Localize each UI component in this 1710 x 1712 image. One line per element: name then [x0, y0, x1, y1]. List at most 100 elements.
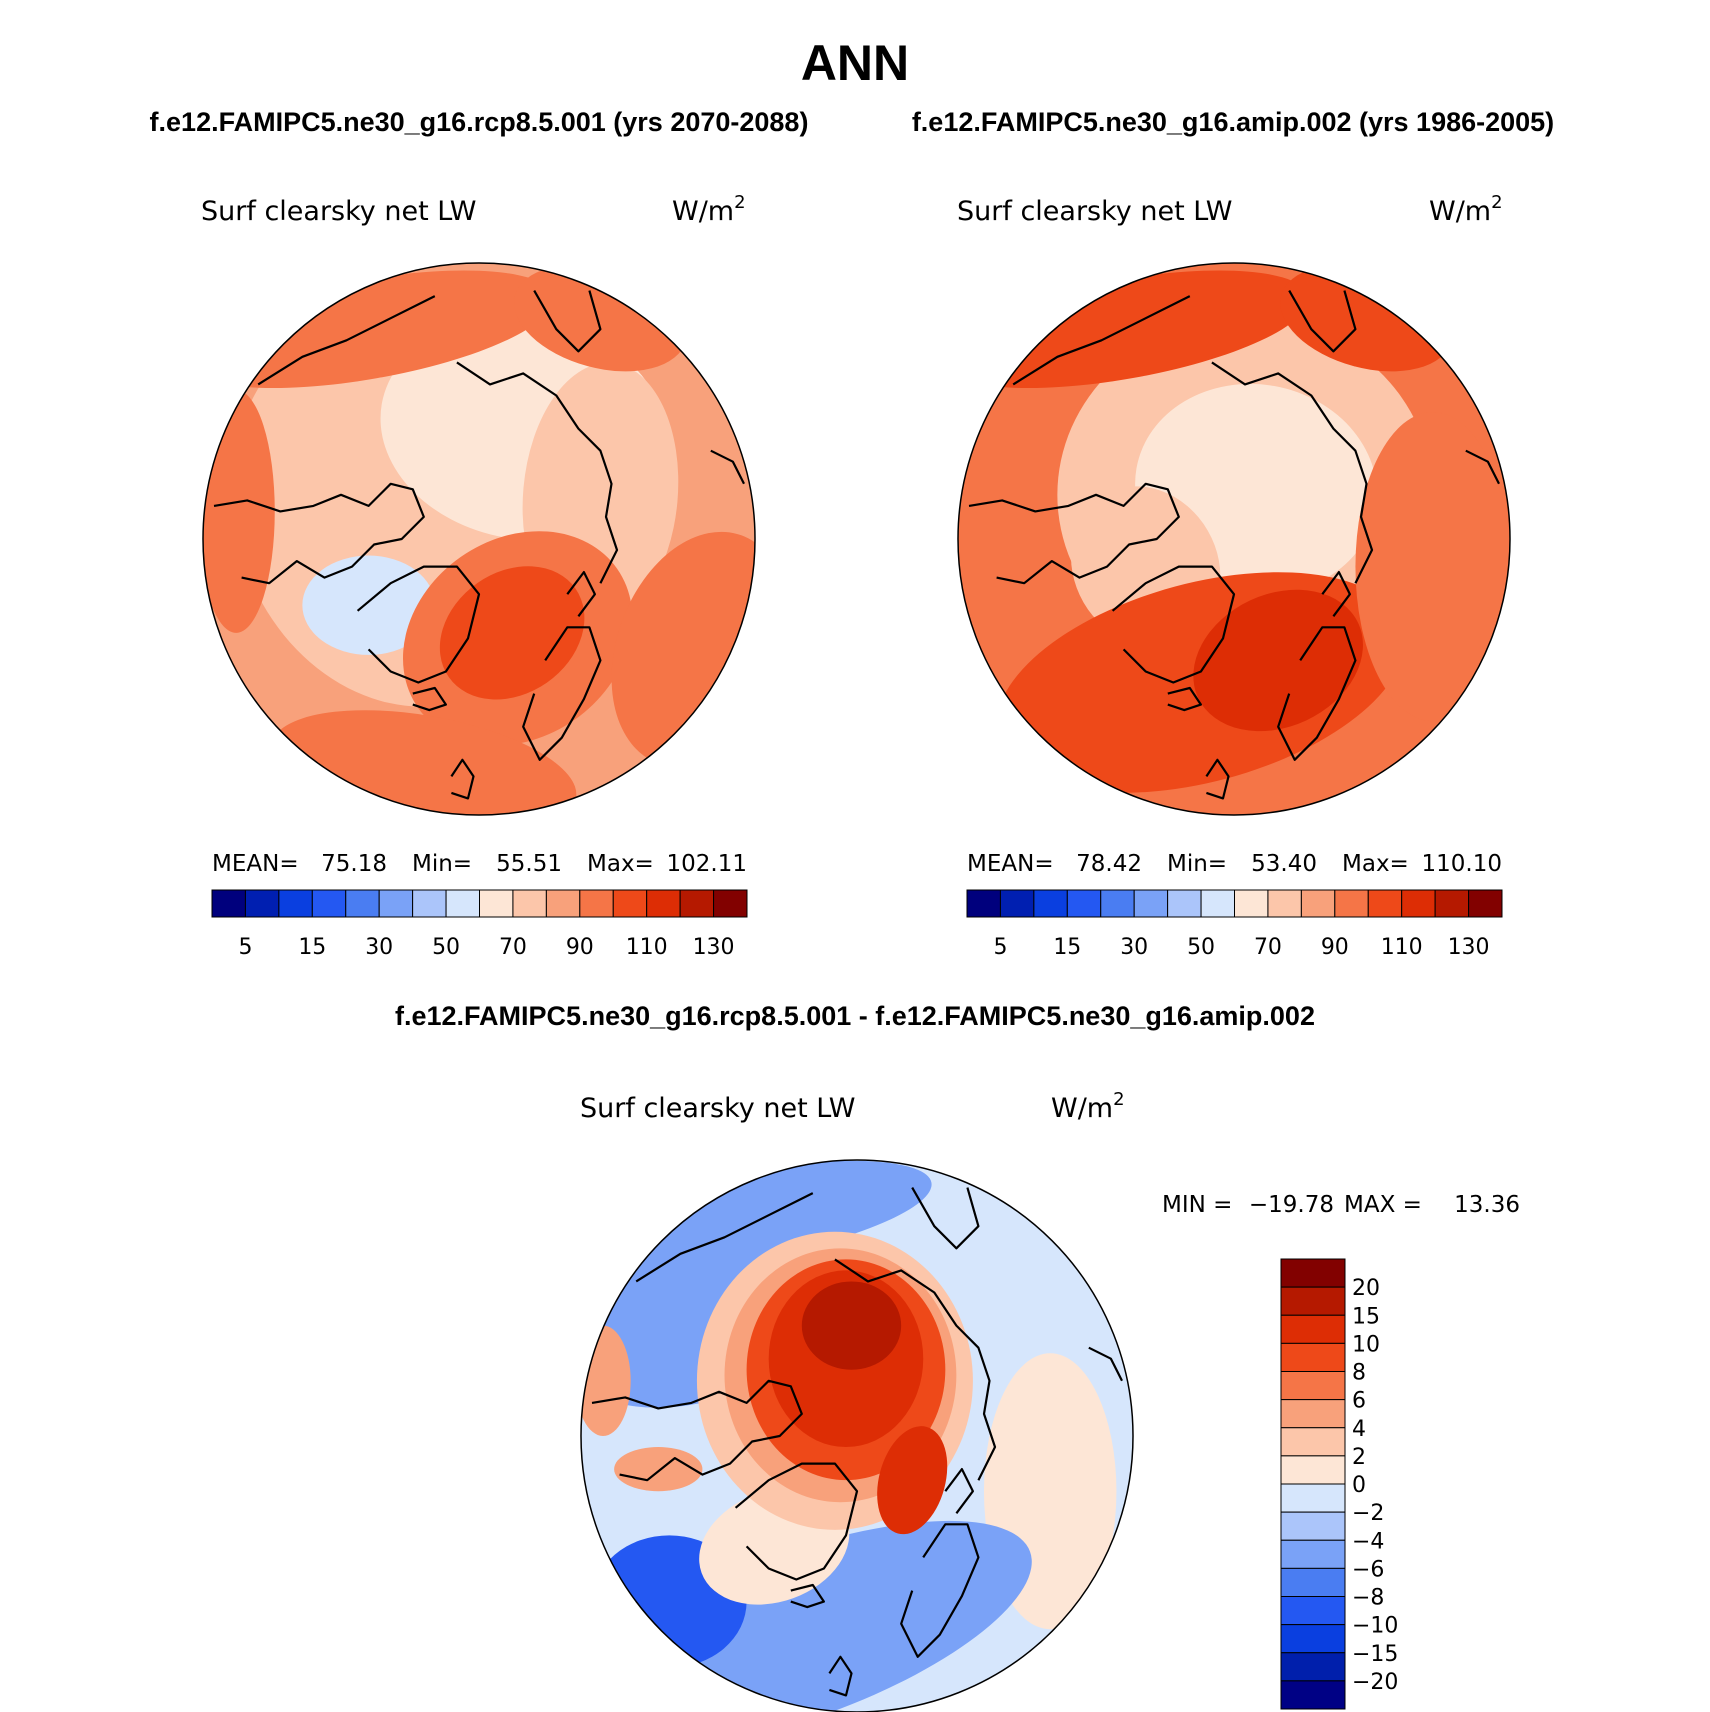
colorbar-box [1468, 889, 1503, 918]
map-outline [202, 262, 756, 816]
contour-region [1355, 412, 1510, 722]
contour-region [801, 1281, 902, 1370]
map-outline [957, 262, 1511, 816]
colorbar-tick-label: 15 [1053, 935, 1081, 960]
colorbar-box [1280, 1596, 1346, 1626]
control-units-label: W/m2 [1429, 192, 1503, 227]
colorbar-box [1167, 889, 1202, 918]
colorbar-tick-label: 30 [365, 935, 393, 960]
colorbar-box [713, 889, 748, 918]
colorbar-tick-label: −6 [1352, 1557, 1384, 1582]
colorbar-tick-label: 8 [1352, 1361, 1366, 1386]
coastline [591, 1379, 803, 1482]
coastline [533, 290, 602, 353]
diff-subtitle: f.e12.FAMIPC5.ne30_g16.rcp8.5.001 - f.e1… [395, 1001, 1315, 1031]
colorbar-box [378, 889, 414, 918]
colorbar-box [545, 889, 581, 918]
diff-units-label: W/m2 [1051, 1089, 1125, 1124]
coastline [566, 571, 596, 617]
colorbar-box [345, 889, 380, 918]
coastline [834, 1258, 997, 1481]
colorbar-box [1280, 1680, 1346, 1710]
colorbar-box [1234, 889, 1269, 918]
coastline [1465, 449, 1500, 485]
colorbar-tick-label: 90 [1321, 935, 1349, 960]
colorbar-box [244, 889, 280, 918]
contour-region [581, 1325, 631, 1437]
colorbar-tick-label: 2 [1352, 1445, 1366, 1470]
colorbar-box [512, 889, 547, 918]
colorbar-box [479, 889, 514, 918]
colorbar-box [1280, 1314, 1346, 1344]
case-subtitle: f.e12.FAMIPC5.ne30_g16.rcp8.5.001 (yrs 2… [150, 107, 809, 137]
colorbar-tick-label: 15 [1352, 1304, 1380, 1329]
colorbar-box [1280, 1483, 1346, 1513]
coastline [900, 1523, 980, 1658]
coastline [710, 449, 745, 485]
colorbar-box [999, 889, 1035, 918]
colorbar-box [278, 889, 313, 918]
map-outline [580, 1159, 1134, 1712]
diff-variable-label: Surf clearsky net LW [580, 1093, 856, 1124]
control-min-label: Min= [1167, 851, 1227, 877]
case-mean-label: MEAN= [212, 851, 299, 877]
colorbar-tick-label: 70 [499, 935, 527, 960]
colorbar-box [1280, 1539, 1346, 1569]
colorbar-box [646, 889, 681, 918]
colorbar-tick-label: 6 [1352, 1389, 1366, 1414]
colorbar-box [311, 889, 347, 918]
diff-min-value: −19.78 [1249, 1192, 1334, 1218]
colorbar-tick-label: 50 [432, 935, 460, 960]
contour-region [1193, 589, 1363, 732]
case-panel: Surf clearsky net LW W/m2 MEAN= 75.18 Mi… [201, 192, 756, 960]
coastline [1205, 758, 1230, 800]
control-subtitle: f.e12.FAMIPC5.ne30_g16.amip.002 (yrs 198… [912, 107, 1554, 137]
colorbar-tick-label: −20 [1352, 1670, 1398, 1695]
case-min-label: Min= [412, 851, 472, 877]
control-max-value: 110.10 [1422, 851, 1502, 877]
case-stats: MEAN= 75.18 Min= 55.51 Max= 102.11 [212, 851, 747, 877]
control-stats: MEAN= 78.42 Min= 53.40 Max= 110.10 [967, 851, 1502, 877]
main-title: ANN [801, 35, 909, 91]
colorbar-tick-label: −10 [1352, 1614, 1398, 1639]
control-mean-value: 78.42 [1076, 851, 1142, 877]
colorbar-tick-label: 50 [1187, 935, 1215, 960]
contour-region [614, 1447, 703, 1492]
colorbar-box [966, 889, 1001, 918]
coastline [1277, 626, 1357, 761]
coastline [450, 758, 475, 800]
colorbar-box [412, 889, 447, 918]
coastline [734, 1462, 859, 1581]
coastline [635, 1192, 814, 1283]
colorbar-tick-label: 20 [1352, 1276, 1380, 1301]
diff-panel: Surf clearsky net LW W/m2 MIN = −19.78 M… [580, 1089, 1520, 1712]
control-min-value: 53.40 [1251, 851, 1317, 877]
colorbar-box [1300, 889, 1336, 918]
colorbar-tick-label: −2 [1352, 1501, 1384, 1526]
colorbar-box [1401, 889, 1436, 918]
colorbar-box [1367, 889, 1403, 918]
diff-max-value: 13.36 [1454, 1192, 1520, 1218]
coastline [356, 565, 481, 684]
colorbar-box [1434, 889, 1470, 918]
control-panel: Surf clearsky net LW W/m2 MEAN= 78.42 Mi… [957, 192, 1511, 960]
case-colorbar: 5 15 30 50 70 90 110 130 [211, 889, 748, 960]
case-max-label: Max= [587, 851, 654, 877]
colorbar-box [1280, 1567, 1346, 1597]
coastline [1088, 1346, 1123, 1382]
case-min-value: 55.51 [496, 851, 562, 877]
coastline [944, 1468, 974, 1514]
contour-region [877, 1426, 948, 1535]
colorbar-box [1280, 1511, 1346, 1541]
coastline [213, 482, 425, 585]
colorbar-box [1100, 889, 1135, 918]
colorbar-box [1280, 1371, 1346, 1401]
colorbar-box [1280, 1258, 1346, 1288]
diff-stats: MIN = −19.78 MAX = 13.36 [1162, 1192, 1520, 1218]
coastline [1012, 295, 1191, 386]
control-colorbar: 5 15 30 50 70 90 110 130 [966, 889, 1503, 960]
case-map [202, 262, 756, 816]
case-units-label: W/m2 [672, 192, 746, 227]
colorbar-box [1133, 889, 1169, 918]
